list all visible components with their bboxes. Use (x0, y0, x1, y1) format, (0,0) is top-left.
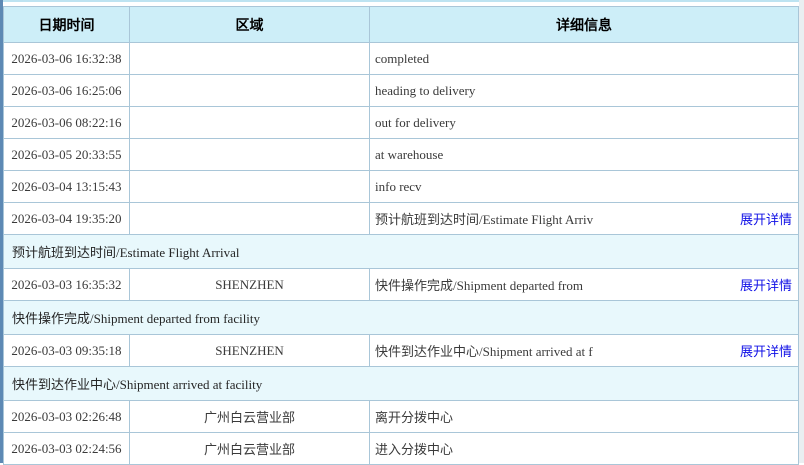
datetime-cell: 2026-03-03 02:26:48 (3, 400, 130, 433)
detail-cell-inner: info recv (375, 179, 793, 195)
expand-details-link[interactable]: 展开详情 (739, 344, 792, 359)
table-row: 2026-03-03 02:26:48 广州白云营业部 离开分拨中心 (3, 400, 799, 433)
datetime-cell: 2026-03-05 20:33:55 (3, 138, 130, 171)
detail-cell: info recv (369, 170, 799, 203)
datetime-cell: 2026-03-03 16:35:32 (3, 268, 130, 301)
expanded-detail-text: 预计航班到达时间/Estimate Flight Arrival (3, 234, 799, 269)
table-row: 2026-03-06 08:22:16 out for delivery (3, 106, 799, 139)
table-row: 2026-03-03 09:35:18 SHENZHEN 快件到达作业中心/Ship… (3, 334, 799, 367)
detail-cell: heading to delivery (369, 74, 799, 107)
datetime-cell: 2026-03-06 16:32:38 (3, 42, 130, 75)
area-cell: 广州白云营业部 (129, 432, 370, 465)
area-cell (129, 106, 370, 139)
detail-cell: 进入分拨中心 (369, 432, 799, 465)
tracking-table-container: 日期时间 区域 详细信息 2026-03-06 16:32:38 complete… (3, 0, 799, 465)
table-row: 2026-03-06 16:25:06 heading to delivery (3, 74, 799, 107)
detail-cell: 快件到达作业中心/Shipment arrived at f 展开详情 (369, 334, 799, 367)
detail-cell-inner: 进入分拨中心 (375, 439, 793, 458)
detail-cell-inner: out for delivery (375, 115, 793, 131)
table-row: 2026-03-03 02:24:56 广州白云营业部 进入分拨中心 (3, 432, 799, 465)
detail-cell-inner: 预计航班到达时间/Estimate Flight Arriv 展开详情 (375, 209, 793, 228)
detail-text: 离开分拨中心 (375, 410, 454, 425)
datetime-cell: 2026-03-04 19:35:20 (3, 202, 130, 235)
expanded-detail-text: 快件到达作业中心/Shipment arrived at facility (3, 366, 799, 401)
detail-cell-inner: 离开分拨中心 (375, 407, 793, 426)
detail-cell: at warehouse (369, 138, 799, 171)
detail-cell-inner: completed (375, 51, 793, 67)
datetime-cell: 2026-03-03 09:35:18 (3, 334, 130, 367)
detail-text: 进入分拨中心 (375, 442, 454, 457)
expand-details-link[interactable]: 展开详情 (739, 212, 792, 227)
expanded-detail-row: 快件操作完成/Shipment departed from facility (3, 300, 799, 335)
detail-text: heading to delivery (375, 82, 476, 98)
expanded-detail-text: 快件操作完成/Shipment departed from facility (3, 300, 799, 335)
detail-text: at warehouse (375, 146, 444, 162)
expanded-detail-row: 快件到达作业中心/Shipment arrived at facility (3, 366, 799, 401)
detail-text: 快件到达作业中心/Shipment arrived at f (375, 344, 593, 359)
area-cell: SHENZHEN (129, 334, 370, 367)
table-row: 2026-03-03 16:35:32 SHENZHEN 快件操作完成/Shipme… (3, 268, 799, 301)
column-header-detail: 详细信息 (369, 6, 799, 43)
table-row: 2026-03-04 13:15:43 info recv (3, 170, 799, 203)
datetime-cell: 2026-03-04 13:15:43 (3, 170, 130, 203)
detail-cell: out for delivery (369, 106, 799, 139)
area-cell (129, 202, 370, 235)
datetime-cell: 2026-03-06 16:25:06 (3, 74, 130, 107)
area-cell: SHENZHEN (129, 268, 370, 301)
detail-text: completed (375, 50, 430, 66)
detail-text: out for delivery (375, 114, 456, 130)
expand-details-link[interactable]: 展开详情 (739, 278, 792, 293)
detail-cell: 快件操作完成/Shipment departed from 展开详情 (369, 268, 799, 301)
detail-text: info recv (375, 178, 422, 194)
area-cell: 广州白云营业部 (129, 400, 370, 433)
detail-cell-inner: at warehouse (375, 147, 793, 163)
area-cell (129, 138, 370, 171)
area-cell (129, 170, 370, 203)
column-header-datetime: 日期时间 (3, 6, 130, 43)
detail-cell-inner: 快件到达作业中心/Shipment arrived at f 展开详情 (375, 341, 793, 360)
left-accent-bar (0, 0, 3, 463)
table-row: 2026-03-04 19:35:20 预计航班到达时间/Estimate Fli… (3, 202, 799, 235)
table-row: 2026-03-06 16:32:38 completed (3, 42, 799, 75)
detail-text: 快件操作完成/Shipment departed from (375, 278, 583, 293)
expanded-detail-row: 预计航班到达时间/Estimate Flight Arrival (3, 234, 799, 269)
tracking-table: 日期时间 区域 详细信息 2026-03-06 16:32:38 complete… (3, 6, 799, 465)
column-header-area: 区域 (129, 6, 370, 43)
detail-cell: completed (369, 42, 799, 75)
detail-cell: 离开分拨中心 (369, 400, 799, 433)
table-row: 2026-03-05 20:33:55 at warehouse (3, 138, 799, 171)
detail-text: 预计航班到达时间/Estimate Flight Arriv (375, 212, 594, 227)
right-gutter (799, 0, 804, 463)
area-cell (129, 74, 370, 107)
table-header-row: 日期时间 区域 详细信息 (3, 6, 799, 43)
datetime-cell: 2026-03-03 02:24:56 (3, 432, 130, 465)
detail-cell-inner: 快件操作完成/Shipment departed from 展开详情 (375, 275, 793, 294)
datetime-cell: 2026-03-06 08:22:16 (3, 106, 130, 139)
detail-cell-inner: heading to delivery (375, 83, 793, 99)
detail-cell: 预计航班到达时间/Estimate Flight Arriv 展开详情 (369, 202, 799, 235)
area-cell (129, 42, 370, 75)
